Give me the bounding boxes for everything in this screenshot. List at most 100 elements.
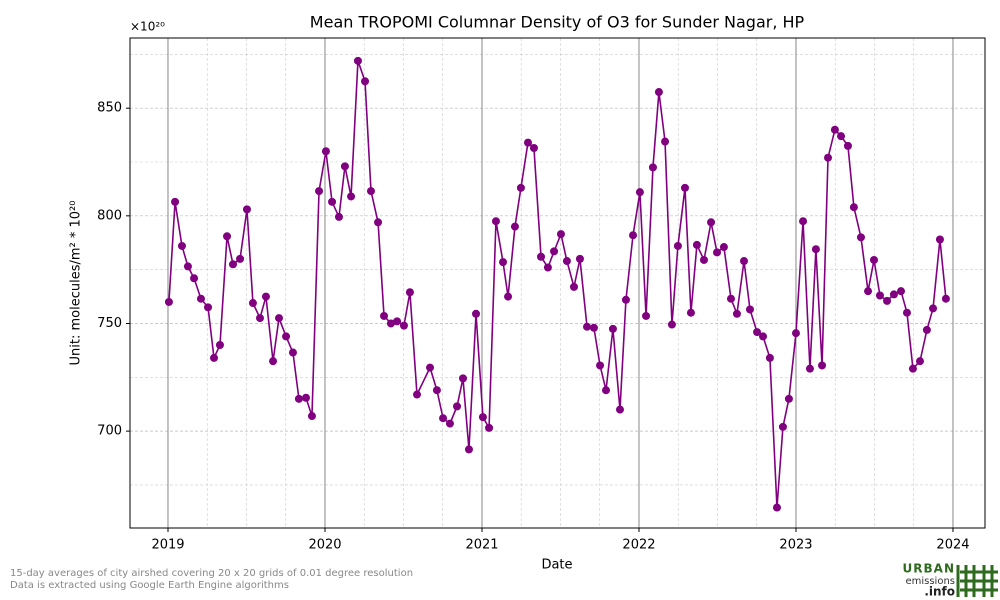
data-point (485, 423, 494, 432)
data-point (445, 419, 454, 428)
data-point (340, 162, 349, 171)
footnote: Data is extracted using Google Earth Eng… (10, 580, 289, 591)
data-point (380, 311, 389, 320)
x-tick-label: 2019 (151, 538, 184, 553)
data-point (818, 361, 827, 370)
y-tick-label: 800 (97, 208, 122, 223)
data-point (784, 394, 793, 403)
data-point (523, 138, 532, 147)
data-point (510, 222, 519, 231)
data-point (472, 309, 481, 318)
data-point (719, 243, 728, 252)
data-point (615, 405, 624, 414)
data-point (922, 325, 931, 334)
data-point (412, 390, 421, 399)
data-point (648, 163, 657, 172)
data-point (177, 241, 186, 250)
data-point (353, 56, 362, 65)
chart-title: Mean TROPOMI Columnar Density of O3 for … (310, 13, 805, 32)
plot-frame (129, 37, 986, 529)
y-tick-label: 850 (97, 101, 122, 116)
footnote: 15-day averages of city airshed covering… (10, 568, 413, 579)
data-point (707, 218, 716, 227)
data-point (282, 332, 291, 341)
logo-text: .info (924, 585, 955, 599)
logo-text: URBAN (903, 562, 955, 576)
offset-text: ×10²⁰ (130, 20, 165, 34)
x-tick-label: 2020 (308, 538, 341, 553)
data-point (556, 230, 565, 239)
data-point (537, 252, 546, 261)
data-point (569, 282, 578, 291)
data-point (575, 254, 584, 263)
data-point (883, 296, 892, 305)
data-point (386, 319, 395, 328)
data-point (589, 323, 598, 332)
data-point (478, 413, 487, 422)
y-axis-label: Unit: molecules/m² * 10²⁰ (69, 201, 84, 366)
data-point (791, 329, 800, 338)
data-point (328, 197, 337, 206)
data-point (307, 412, 316, 421)
data-point (228, 260, 237, 269)
data-point (929, 304, 938, 313)
data-point (294, 394, 303, 403)
data-point (242, 205, 251, 214)
data-point (464, 445, 473, 454)
y-tick-label: 700 (97, 424, 122, 439)
data-point (830, 125, 839, 134)
data-point (405, 288, 414, 297)
data-point (713, 248, 722, 257)
data-point (432, 386, 441, 395)
data-point (190, 274, 199, 283)
x-tick-label: 2023 (779, 538, 812, 553)
data-point (753, 328, 762, 337)
data-point (661, 137, 670, 146)
data-point (629, 231, 638, 240)
data-point (673, 241, 682, 250)
data-point (491, 217, 500, 226)
x-tick-label: 2022 (622, 538, 655, 553)
data-point (608, 324, 617, 333)
data-point (269, 357, 278, 366)
data-point (196, 294, 205, 303)
data-point (439, 414, 448, 423)
data-point (686, 308, 695, 317)
data-point (889, 290, 898, 299)
data-point (261, 292, 270, 301)
data-point (347, 192, 356, 201)
data-point (621, 295, 630, 304)
data-point (183, 262, 192, 271)
data-point (301, 393, 310, 402)
data-point (315, 187, 324, 196)
data-point (426, 363, 435, 372)
data-point (164, 297, 173, 306)
data-point (849, 203, 858, 212)
data-point (680, 183, 689, 192)
data-point (361, 77, 370, 86)
data-point (805, 364, 814, 373)
data-point (759, 332, 768, 341)
data-point (667, 320, 676, 329)
data-point (726, 294, 735, 303)
data-point (209, 353, 218, 362)
data-point (516, 183, 525, 192)
data-point (856, 233, 865, 242)
data-point (334, 212, 343, 221)
data-point (699, 255, 708, 264)
data-point (908, 364, 917, 373)
data-point (642, 311, 651, 320)
data-point (529, 144, 538, 153)
data-point (654, 88, 663, 97)
data-point (870, 255, 879, 264)
data-point (843, 141, 852, 150)
data-point (204, 303, 213, 312)
data-point (635, 188, 644, 197)
data-point (236, 254, 245, 263)
data-point (458, 374, 467, 383)
data-point (765, 353, 774, 362)
data-point (550, 247, 559, 256)
data-point (596, 361, 605, 370)
data-point (562, 257, 571, 266)
